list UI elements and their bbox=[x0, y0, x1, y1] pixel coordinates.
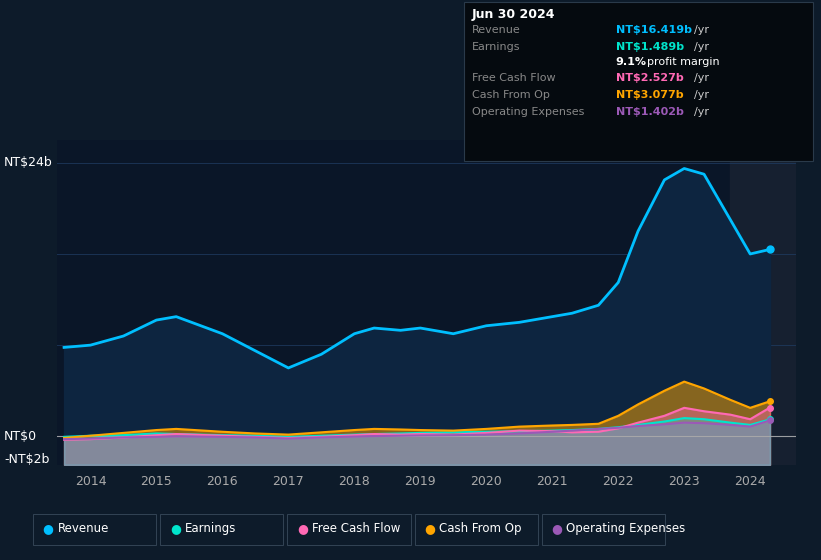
Text: NT$1.489b: NT$1.489b bbox=[616, 42, 684, 52]
Text: Cash From Op: Cash From Op bbox=[472, 90, 550, 100]
Text: Operating Expenses: Operating Expenses bbox=[566, 521, 686, 535]
Text: Earnings: Earnings bbox=[472, 42, 521, 52]
Text: -NT$2b: -NT$2b bbox=[4, 452, 49, 465]
Text: Earnings: Earnings bbox=[185, 521, 236, 535]
Text: /yr: /yr bbox=[694, 73, 709, 83]
Text: Free Cash Flow: Free Cash Flow bbox=[312, 521, 401, 535]
Text: NT$16.419b: NT$16.419b bbox=[616, 25, 692, 35]
Text: NT$3.077b: NT$3.077b bbox=[616, 90, 683, 100]
Text: NT$1.402b: NT$1.402b bbox=[616, 107, 684, 117]
Text: NT$2.527b: NT$2.527b bbox=[616, 73, 684, 83]
Text: Revenue: Revenue bbox=[472, 25, 521, 35]
Text: /yr: /yr bbox=[694, 107, 709, 117]
Text: Revenue: Revenue bbox=[57, 521, 109, 535]
Text: ●: ● bbox=[170, 521, 181, 535]
Text: ●: ● bbox=[297, 521, 308, 535]
Text: /yr: /yr bbox=[694, 42, 709, 52]
Text: 9.1%: 9.1% bbox=[616, 57, 647, 67]
Text: ●: ● bbox=[552, 521, 562, 535]
Text: ●: ● bbox=[424, 521, 435, 535]
Bar bbox=[731, 140, 796, 465]
Text: Free Cash Flow: Free Cash Flow bbox=[472, 73, 556, 83]
Text: profit margin: profit margin bbox=[647, 57, 719, 67]
Text: /yr: /yr bbox=[694, 90, 709, 100]
Text: Cash From Op: Cash From Op bbox=[439, 521, 521, 535]
Text: Operating Expenses: Operating Expenses bbox=[472, 107, 585, 117]
Text: Jun 30 2024: Jun 30 2024 bbox=[472, 8, 556, 21]
Text: ●: ● bbox=[43, 521, 53, 535]
Text: /yr: /yr bbox=[694, 25, 709, 35]
Text: NT$24b: NT$24b bbox=[4, 156, 53, 169]
Text: NT$0: NT$0 bbox=[4, 430, 37, 443]
